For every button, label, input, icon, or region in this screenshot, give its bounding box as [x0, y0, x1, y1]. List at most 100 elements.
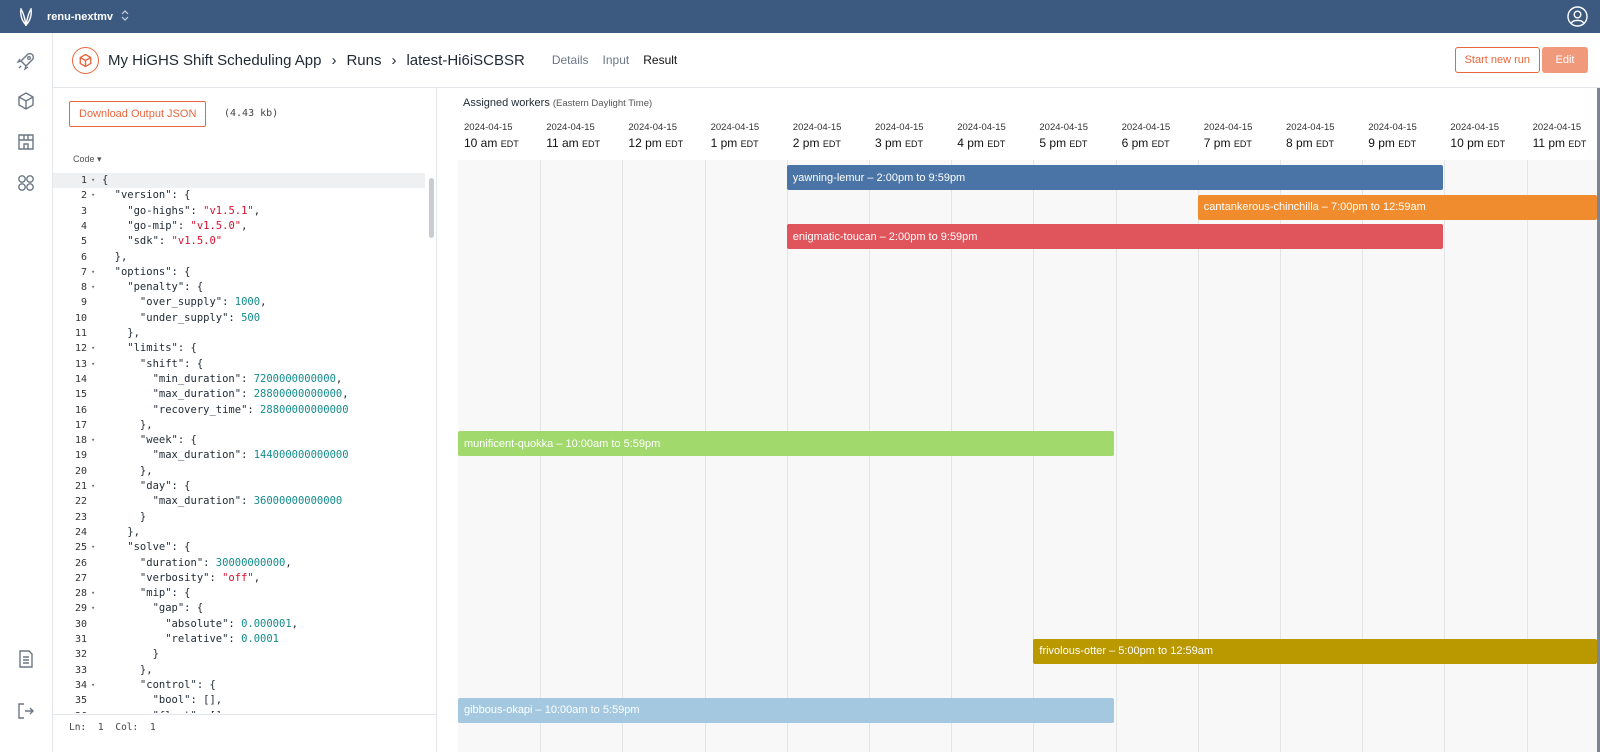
hour-time-label: 6 pm EDT — [1121, 136, 1170, 150]
code-line[interactable]: 12 ▾ "limits": { — [53, 341, 425, 356]
code-line[interactable]: 16 "recovery_time": 28800000000000 — [53, 403, 425, 418]
code-line[interactable]: 5 "sdk": "v1.5.0" — [53, 234, 425, 249]
nextmv-logo-icon[interactable] — [15, 6, 37, 28]
hour-time-label: 9 pm EDT — [1368, 136, 1417, 150]
worker-shift-bar[interactable]: cantankerous-chinchilla – 7:00pm to 12:5… — [1197, 194, 1597, 220]
code-line[interactable]: 14 "min_duration": 7200000000000, — [53, 372, 425, 387]
apps-grid-icon[interactable] — [15, 172, 37, 194]
code-line[interactable]: 10 "under_supply": 500 — [53, 311, 425, 326]
rocket-icon[interactable] — [15, 50, 37, 72]
start-new-run-button[interactable]: Start new run — [1454, 47, 1540, 73]
user-avatar-icon[interactable] — [1567, 6, 1588, 27]
fold-toggle-icon[interactable]: ▾ — [91, 589, 96, 598]
hour-date-label: 2024-04-15 — [628, 122, 677, 133]
hour-date-label: 2024-04-15 — [464, 122, 513, 133]
code-line[interactable]: 17 }, — [53, 418, 425, 433]
worker-shift-bar[interactable]: munificent-quokka – 10:00am to 5:59pm — [458, 431, 1115, 457]
code-line[interactable]: 33 }, — [53, 663, 425, 678]
code-line[interactable]: 22 "max_duration": 36000000000000 — [53, 494, 425, 509]
code-line[interactable]: 1 ▾ { — [53, 173, 425, 189]
fold-toggle-icon[interactable]: ▾ — [91, 359, 96, 368]
code-line[interactable]: 6 }, — [53, 250, 425, 265]
tab-details[interactable]: Details — [551, 53, 589, 67]
worker-shift-bar[interactable]: frivolous-otter – 5:00pm to 12:59am — [1033, 638, 1597, 664]
fold-toggle-icon[interactable]: ▾ — [91, 176, 96, 184]
docs-icon[interactable] — [15, 648, 37, 670]
code-editor[interactable]: 1 ▾ {2 ▾ "version": {3 "go-highs": "v1.5.1"… — [53, 171, 437, 713]
code-view-dropdown[interactable]: Code ▾ — [73, 154, 102, 164]
line-number: 34 — [74, 679, 87, 691]
line-number: 17 — [74, 419, 87, 431]
fold-toggle-icon[interactable]: ▾ — [91, 604, 96, 613]
worker-shift-bar[interactable]: yawning-lemur – 2:00pm to 9:59pm — [786, 165, 1443, 190]
code-line[interactable]: 34 ▾ "control": { — [53, 678, 425, 693]
code-line[interactable]: 25 ▾ "solve": { — [53, 540, 425, 555]
gantt-scrollbar[interactable] — [1597, 88, 1600, 752]
code-line[interactable]: 2 ▾ "version": { — [53, 188, 425, 203]
code-line[interactable]: 18 ▾ "week": { — [53, 433, 425, 448]
fold-toggle-icon[interactable]: ▾ — [91, 344, 96, 353]
fold-toggle-icon[interactable]: ▾ — [91, 283, 96, 292]
code-line[interactable]: 7 ▾ "options": { — [53, 265, 425, 280]
tab-result[interactable]: Result — [643, 53, 678, 67]
marketplace-icon[interactable] — [15, 131, 37, 153]
fold-toggle-icon[interactable]: ▾ — [91, 436, 96, 445]
line-number: 21 — [74, 481, 87, 492]
code-line[interactable]: 27 "verbosity": "off", — [53, 571, 425, 586]
code-line[interactable]: 24 }, — [53, 525, 425, 540]
code-line[interactable]: 31 "relative": 0.0001 — [53, 632, 425, 647]
code-line[interactable]: 11 }, — [53, 326, 425, 341]
hour-time-label: 1 pm EDT — [710, 136, 759, 150]
code-line[interactable]: 21 ▾ "day": { — [53, 479, 425, 494]
code-line[interactable]: 29 ▾ "gap": { — [53, 601, 425, 616]
code-text: "shift": { — [102, 357, 204, 370]
code-line[interactable]: 28 ▾ "mip": { — [53, 586, 425, 601]
code-line[interactable]: 23 } — [53, 510, 425, 525]
breadcrumb-app[interactable]: My HiGHS Shift Scheduling App — [108, 51, 322, 69]
code-line[interactable]: 15 "max_duration": 28800000000000, — [53, 387, 425, 402]
line-number: 3 — [80, 205, 87, 217]
code-text: "min_duration": 7200000000000, — [102, 372, 343, 385]
code-line[interactable]: 36 "float": [], — [53, 709, 425, 714]
worker-shift-bar[interactable]: enigmatic-toucan – 2:00pm to 9:59pm — [786, 224, 1443, 250]
code-line[interactable]: 13 ▾ "shift": { — [53, 357, 425, 372]
code-line[interactable]: 35 "bool": [], — [53, 693, 425, 708]
editor-status-bar: Ln: 1 Col: 1 — [53, 714, 437, 738]
line-number: 12 — [74, 343, 87, 355]
fold-toggle-icon[interactable]: ▾ — [91, 191, 96, 200]
line-number: 24 — [74, 526, 87, 538]
code-line[interactable]: 4 "go-mip": "v1.5.0", — [53, 219, 425, 234]
code-line[interactable]: 3 "go-highs": "v1.5.1", — [53, 204, 425, 219]
org-switcher-label[interactable]: renu-nextmv — [47, 10, 114, 23]
code-line[interactable]: 30 "absolute": 0.000001, — [53, 617, 425, 632]
hour-gridline — [1197, 160, 1199, 752]
cube-icon[interactable] — [15, 90, 37, 112]
tab-input[interactable]: Input — [602, 53, 630, 67]
fold-toggle-icon[interactable]: ▾ — [91, 680, 96, 689]
code-line[interactable]: 19 "max_duration": 144000000000000 — [53, 448, 425, 463]
worker-shift-bar[interactable]: gibbous-okapi – 10:00am to 5:59pm — [458, 697, 1115, 723]
logout-icon[interactable] — [15, 700, 37, 722]
code-text: "over_supply": 1000, — [102, 296, 267, 309]
hour-header: 2024-04-15 7 pm EDT — [1204, 122, 1286, 150]
code-line[interactable]: 8 ▾ "penalty": { — [53, 280, 425, 295]
line-number: 6 — [80, 251, 87, 263]
edit-button[interactable]: Edit — [1542, 47, 1588, 73]
download-output-json-button[interactable]: Download Output JSON — [69, 101, 207, 127]
code-line[interactable]: 32 } — [53, 647, 425, 662]
code-line[interactable]: 9 "over_supply": 1000, — [53, 295, 425, 310]
code-text: "go-highs": "v1.5.1", — [102, 204, 261, 217]
code-text: }, — [102, 464, 153, 477]
fold-toggle-icon[interactable]: ▾ — [91, 543, 96, 552]
code-scrollbar[interactable] — [429, 178, 434, 238]
code-line[interactable]: 26 "duration": 30000000000, — [53, 556, 425, 571]
line-number: 23 — [74, 511, 87, 523]
line-number: 33 — [74, 664, 87, 676]
fold-toggle-icon[interactable]: ▾ — [91, 482, 96, 490]
code-line[interactable]: 20 }, — [53, 464, 425, 479]
line-number: 5 — [80, 236, 87, 248]
breadcrumb-runs[interactable]: Runs — [346, 51, 382, 69]
org-switcher-chevron-icon[interactable] — [121, 9, 129, 24]
hour-date-label: 2024-04-15 — [1368, 122, 1417, 133]
fold-toggle-icon[interactable]: ▾ — [91, 267, 96, 276]
